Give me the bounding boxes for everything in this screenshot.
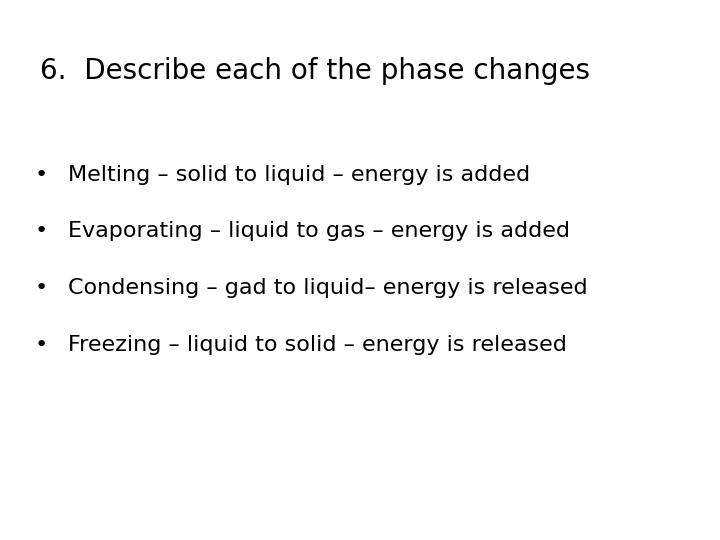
- Text: •: •: [35, 221, 48, 241]
- Text: •: •: [35, 165, 48, 185]
- Text: Melting – solid to liquid – energy is added: Melting – solid to liquid – energy is ad…: [68, 165, 531, 185]
- Text: 6.  Describe each of the phase changes: 6. Describe each of the phase changes: [40, 57, 590, 85]
- Text: Freezing – liquid to solid – energy is released: Freezing – liquid to solid – energy is r…: [68, 335, 567, 355]
- Text: Evaporating – liquid to gas – energy is added: Evaporating – liquid to gas – energy is …: [68, 221, 570, 241]
- Text: Condensing – gad to liquid– energy is released: Condensing – gad to liquid– energy is re…: [68, 278, 588, 298]
- Text: •: •: [35, 335, 48, 355]
- Text: •: •: [35, 278, 48, 298]
